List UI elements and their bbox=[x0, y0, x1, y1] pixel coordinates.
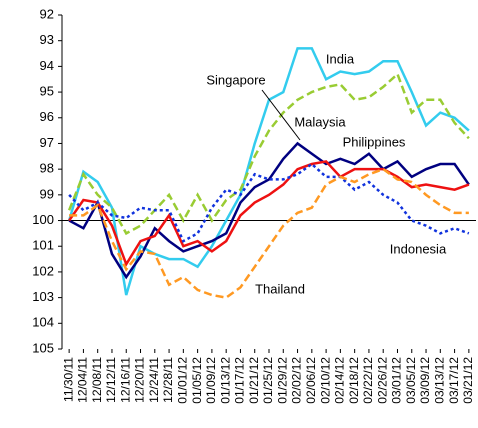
series-line bbox=[68, 162, 470, 243]
leader-line bbox=[261, 89, 301, 141]
x-tick-label: 12/24/11 bbox=[147, 357, 161, 403]
x-tick-label: 12/16/11 bbox=[118, 357, 132, 403]
y-tick-label: 93 bbox=[40, 32, 54, 47]
y-tick-label: 94 bbox=[40, 58, 54, 73]
x-tick-label: 12/08/11 bbox=[90, 357, 104, 403]
x-tick-label: 12/28/11 bbox=[161, 357, 175, 403]
x-tick-label: 02/10/12 bbox=[318, 357, 332, 404]
x-tick-label: 12/20/11 bbox=[133, 357, 147, 403]
y-tick-label: 95 bbox=[40, 84, 54, 99]
x-tick-label: 03/17/12 bbox=[447, 357, 461, 404]
y-tick-label: 98 bbox=[40, 161, 54, 176]
x-tick-label: 02/14/12 bbox=[333, 357, 347, 404]
x-tick-label: 01/25/12 bbox=[261, 357, 275, 404]
x-tick-label: 11/30/11 bbox=[61, 357, 75, 402]
y-tick-label: 101 bbox=[32, 238, 54, 253]
y-tick-label: 104 bbox=[32, 315, 54, 330]
series-line bbox=[68, 141, 470, 280]
x-tick-label: 01/09/12 bbox=[204, 357, 218, 404]
y-tick-label: 97 bbox=[40, 135, 54, 150]
x-tick-label: 12/04/11 bbox=[76, 357, 90, 403]
x-tick-label: 03/13/12 bbox=[432, 357, 446, 404]
x-tick-label: 01/05/12 bbox=[190, 357, 204, 404]
series-annotation: Indonesia bbox=[390, 241, 447, 256]
y-tick-label: 99 bbox=[40, 186, 54, 201]
series-annotation: Thailand bbox=[255, 281, 305, 296]
series-annotation: Malaysia bbox=[294, 114, 346, 129]
x-tick-label: 02/06/12 bbox=[304, 357, 318, 404]
x-tick-label: 01/29/12 bbox=[275, 357, 289, 404]
x-tick-label: 01/17/12 bbox=[233, 357, 247, 404]
y-tick-label: 102 bbox=[32, 263, 54, 278]
y-tick-label: 100 bbox=[32, 212, 54, 227]
x-tick-label: 01/13/12 bbox=[218, 357, 232, 404]
x-tick-label: 01/01/12 bbox=[176, 357, 190, 404]
series-annotation: India bbox=[326, 51, 355, 66]
series-annotation: Singapore bbox=[206, 72, 265, 87]
y-tick-label: 105 bbox=[32, 340, 54, 355]
x-tick-label: 02/02/12 bbox=[290, 357, 304, 404]
series-line bbox=[69, 167, 469, 299]
x-tick-label: 01/21/12 bbox=[247, 357, 261, 404]
x-tick-label: 03/21/12 bbox=[461, 357, 475, 404]
x-tick-label: 12/12/11 bbox=[104, 357, 118, 403]
series-line bbox=[67, 71, 470, 236]
series-line bbox=[68, 160, 470, 268]
y-tick-label: 92 bbox=[40, 6, 54, 21]
y-tick-label: 96 bbox=[40, 109, 54, 124]
x-tick-label: 03/09/12 bbox=[418, 357, 432, 404]
y-tick-label: 103 bbox=[32, 289, 54, 304]
series-annotation: Philippines bbox=[343, 134, 406, 149]
x-tick-label: 03/05/12 bbox=[404, 357, 418, 404]
x-tick-label: 02/18/12 bbox=[347, 357, 361, 404]
x-tick-label: 03/01/12 bbox=[390, 357, 404, 404]
x-tick-label: 02/22/12 bbox=[361, 357, 375, 404]
x-tick-label: 02/26/12 bbox=[375, 357, 389, 404]
